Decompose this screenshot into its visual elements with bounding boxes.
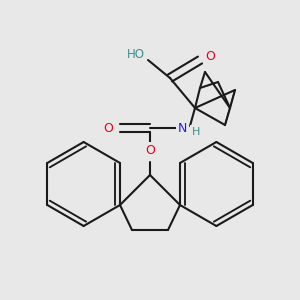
Text: O: O (205, 50, 215, 62)
Text: H: H (192, 127, 200, 137)
Text: HO: HO (127, 47, 145, 61)
Text: O: O (103, 122, 113, 134)
Text: N: N (177, 122, 187, 134)
Text: HO: HO (127, 47, 145, 61)
Text: O: O (145, 143, 155, 157)
Text: O: O (103, 122, 113, 134)
Text: O: O (145, 143, 155, 157)
Text: H: H (192, 127, 200, 137)
Text: N: N (177, 122, 187, 134)
Text: O: O (205, 50, 215, 62)
